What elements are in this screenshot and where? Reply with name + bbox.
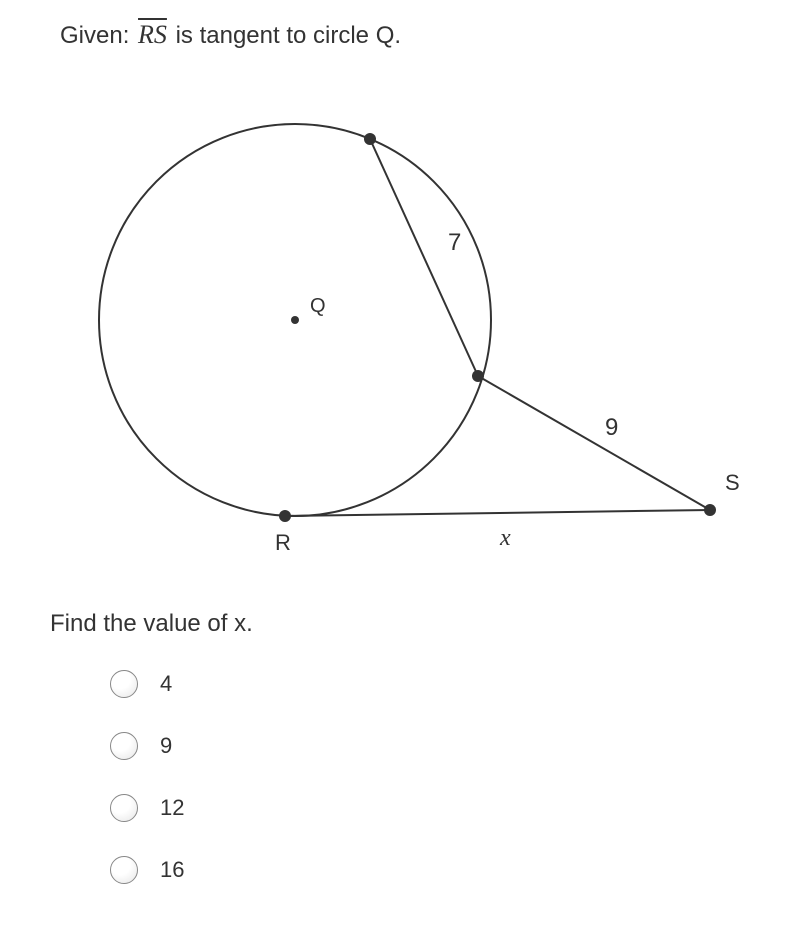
choice-label: 12 [160, 795, 184, 821]
given-suffix: is tangent to circle Q. [169, 22, 401, 49]
question-text: Find the value of x. [50, 610, 253, 638]
choice-row[interactable]: 9 [110, 732, 184, 760]
radio-icon[interactable] [110, 670, 138, 698]
choice-label: 16 [160, 857, 184, 883]
choice-label: 4 [160, 671, 172, 697]
svg-text:R: R [275, 530, 291, 555]
geometry-diagram: 7 9 x S R Q [60, 80, 750, 585]
svg-text:7: 7 [448, 229, 461, 256]
svg-text:9: 9 [605, 414, 618, 441]
choice-row[interactable]: 16 [110, 856, 184, 884]
choice-row[interactable]: 12 [110, 794, 184, 822]
svg-text:x: x [499, 525, 511, 551]
given-prefix: Given: [60, 22, 136, 49]
svg-text:Q: Q [310, 295, 326, 317]
radio-icon[interactable] [110, 794, 138, 822]
given-statement: Given: RS is tangent to circle Q. [60, 20, 401, 50]
radio-icon[interactable] [110, 856, 138, 884]
answer-choices: 4 9 12 16 [110, 670, 184, 918]
choice-row[interactable]: 4 [110, 670, 184, 698]
radio-icon[interactable] [110, 732, 138, 760]
svg-text:S: S [725, 470, 740, 495]
diagram-svg: 7 9 x S R Q [60, 80, 750, 580]
segment-rs: RS [136, 20, 169, 49]
choice-label: 9 [160, 733, 172, 759]
